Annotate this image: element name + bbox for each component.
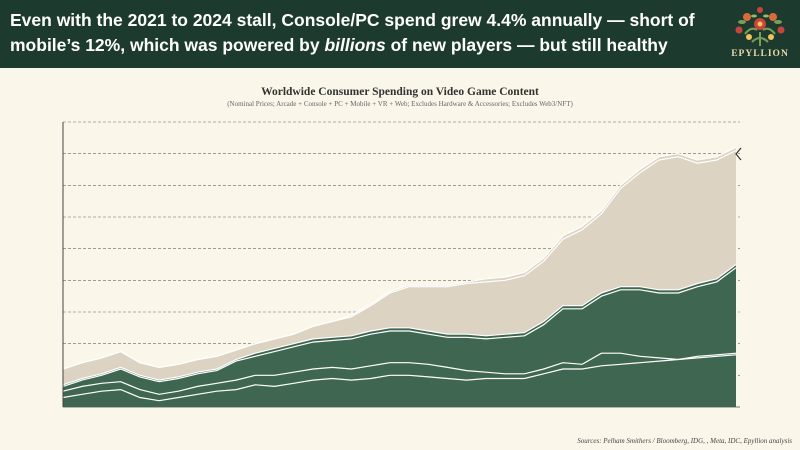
separator-lines: [62, 146, 737, 402]
separator-line-6: [62, 146, 737, 370]
area-layer-2: [63, 353, 736, 401]
area-layer-1: [63, 354, 736, 407]
area-layers: [63, 147, 736, 407]
headline-part-1: Even with the 2021 to 2024 stall, Consol…: [10, 10, 695, 55]
separator-line-3: [62, 267, 737, 387]
chart-title: Worldwide Consumer Spending on Video Gam…: [261, 86, 539, 98]
header-banner: Even with the 2021 to 2024 stall, Consol…: [0, 0, 800, 68]
separator-line-1: [62, 354, 737, 402]
epyllion-logo-icon: [735, 7, 785, 46]
chart-subtitle: (Nominal Prices; Arcade + Console + PC +…: [227, 100, 573, 108]
headline-emphasis: billions: [324, 35, 386, 55]
headline-part-2: of new players — but still healthy: [385, 35, 668, 55]
source-note: Sources: Pelham Smithers / Bloomberg, ID…: [577, 437, 792, 445]
area-layer-5: [63, 150, 736, 385]
end-bracket-icon: [735, 147, 742, 161]
brand-name: EPYLLION: [731, 49, 789, 59]
headline: Even with the 2021 to 2024 stall, Consol…: [10, 8, 720, 58]
separator-line-2: [62, 352, 737, 395]
separator-line-4: [62, 264, 737, 386]
